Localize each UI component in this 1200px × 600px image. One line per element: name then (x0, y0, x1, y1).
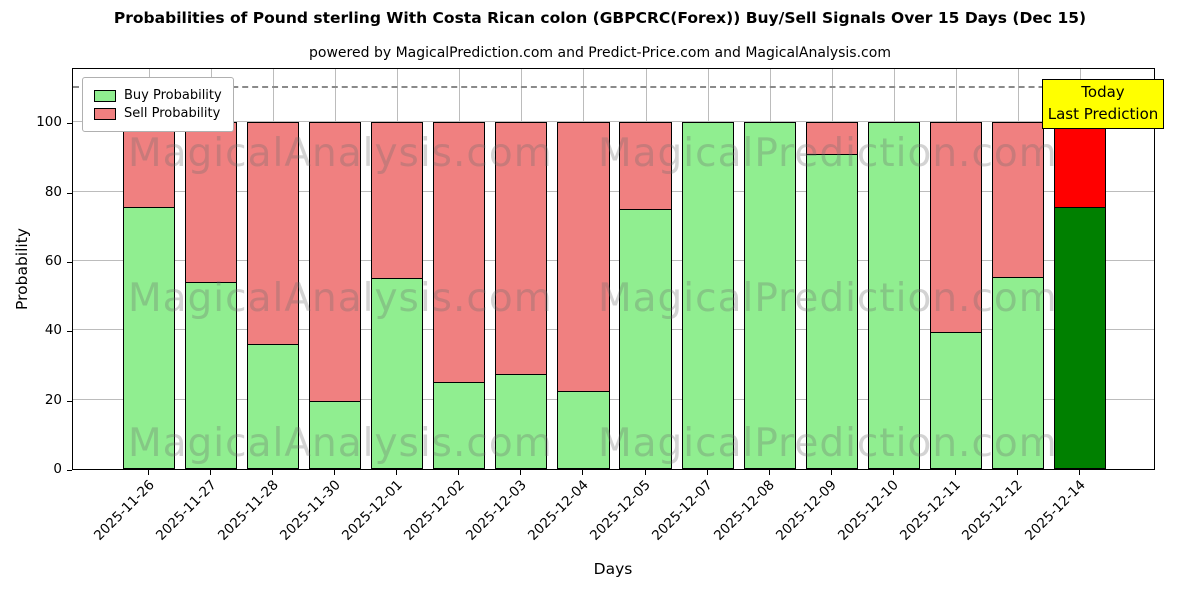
x-tickmark (830, 470, 832, 475)
bar-sell-segment (309, 122, 362, 403)
x-tickmark (644, 470, 646, 475)
x-tick-label: 2025-11-26 (90, 477, 158, 544)
y-gridline (73, 260, 1154, 262)
chart-title: Probabilities of Pound sterling With Cos… (113, 9, 1087, 27)
threshold-dashed-line (73, 85, 1154, 88)
x-tickmark (334, 470, 336, 475)
x-tickmark (1078, 470, 1080, 475)
x-tick-label: 2025-12-03 (462, 477, 530, 544)
bar-buy-segment (805, 153, 858, 469)
x-tick-label: 2025-12-01 (338, 477, 406, 544)
bar-buy-segment (867, 122, 920, 469)
legend-label: Buy Probability (124, 88, 222, 103)
plot-area (72, 68, 1155, 470)
x-tick-label: 2025-11-27 (152, 477, 220, 544)
x-tickmark (954, 470, 956, 475)
bar-buy-segment (371, 278, 424, 469)
x-tickmark (582, 470, 584, 475)
x-tick-label: 2025-12-12 (959, 477, 1027, 544)
y-tick-label: 60 (44, 253, 62, 270)
x-tickmark (148, 470, 150, 475)
today-annotation-line2: Last Prediction (1047, 104, 1159, 123)
bar-sell-segment (929, 122, 982, 334)
bar-sell-segment (991, 122, 1044, 278)
bar-sell-segment (805, 122, 858, 155)
x-tickmark (706, 470, 708, 475)
y-tickmark (67, 470, 72, 471)
bar-buy-segment (433, 382, 486, 469)
x-tick-label: 2025-12-02 (400, 477, 468, 544)
x-tickmark (210, 470, 212, 475)
bar-buy-segment (122, 207, 176, 469)
bar-buy-segment (495, 373, 548, 469)
bar-buy-segment (991, 276, 1044, 469)
bar-buy-segment (185, 281, 238, 469)
legend-item: Buy Probability (94, 88, 222, 103)
y-tickmark (67, 262, 72, 264)
bar-buy-segment (619, 209, 672, 469)
x-tickmark (768, 470, 770, 475)
x-tick-label: 2025-12-05 (587, 477, 654, 544)
x-tick-label: 2025-12-08 (711, 477, 778, 544)
x-tickmark (892, 470, 894, 475)
chart-subtitle: powered by MagicalPrediction.com and Pre… (309, 45, 891, 61)
bar-sell-segment (433, 122, 486, 384)
bar-sell-segment (557, 122, 610, 393)
x-tick-label: 2025-12-07 (649, 477, 716, 544)
legend-swatch (94, 89, 116, 102)
y-tick-label: 20 (44, 391, 62, 408)
bar-buy-segment (929, 332, 982, 469)
bar-sell-segment (185, 122, 238, 283)
bar-sell-segment (495, 122, 548, 375)
legend-label: Sell Probability (124, 106, 221, 121)
bar-sell-segment (371, 122, 424, 280)
bar-buy-segment (247, 344, 300, 469)
x-tick-label: 2025-11-30 (276, 477, 344, 544)
y-gridline (73, 398, 1154, 400)
x-tickmark (520, 470, 522, 475)
y-tick-label: 100 (36, 114, 62, 131)
y-tickmark (67, 123, 72, 125)
legend-swatch (94, 107, 116, 120)
x-tick-label: 2025-12-14 (1021, 477, 1089, 544)
y-gridline (73, 121, 1154, 123)
x-tickmark (396, 470, 398, 475)
legend: Buy Probability Sell Probability (82, 77, 234, 132)
y-tickmark (67, 331, 72, 333)
today-annotation: Today Last Prediction (1042, 79, 1164, 129)
bar-buy-segment-today (1053, 207, 1107, 469)
y-gridline (73, 329, 1154, 331)
y-gridline (73, 190, 1154, 192)
bar-sell-segment (619, 122, 672, 211)
x-tickmark (272, 470, 274, 475)
x-axis-label: Days (593, 560, 633, 578)
x-tick-label: 2025-12-10 (835, 477, 903, 544)
x-tick-label: 2025-12-09 (773, 477, 841, 544)
y-tick-label: 40 (44, 322, 62, 339)
bar-buy-segment (681, 122, 734, 469)
y-tickmark (67, 192, 72, 194)
bar-buy-segment (309, 401, 362, 469)
x-tick-label: 2025-11-28 (214, 477, 282, 544)
y-tickmark (67, 400, 72, 402)
y-tick-label: 80 (44, 183, 62, 200)
x-tickmark (458, 470, 460, 475)
bar-buy-segment (743, 122, 796, 469)
y-tick-label: 0 (53, 461, 62, 477)
x-tickmark (1016, 470, 1018, 475)
x-tick-label: 2025-12-04 (524, 477, 592, 544)
bar-sell-segment (122, 122, 176, 209)
bar-sell-segment-today (1053, 122, 1107, 209)
today-annotation-line1: Today (1081, 83, 1125, 101)
legend-item: Sell Probability (94, 106, 222, 121)
x-tick-label: 2025-12-11 (897, 477, 965, 544)
bar-sell-segment (247, 122, 300, 346)
bar-buy-segment (557, 391, 610, 469)
